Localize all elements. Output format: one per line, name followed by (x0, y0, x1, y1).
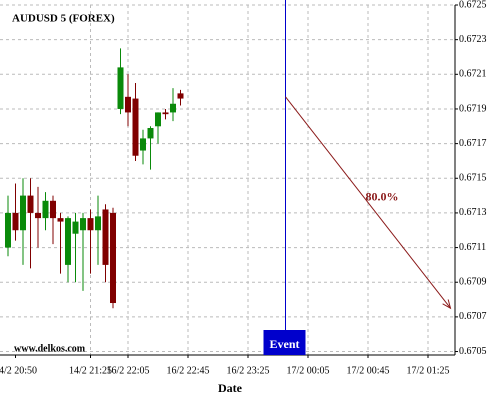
candle-body (87, 218, 94, 231)
x-tick-label: 16/2 23:25 (226, 365, 269, 376)
y-tick-label: 0.6715 (459, 173, 487, 184)
candle-body (162, 112, 169, 115)
candle-body (80, 218, 86, 231)
y-tick-label: 0.6709 (459, 277, 487, 288)
x-tick-label: 17/2 00:05 (286, 365, 329, 376)
forecast-arrow (285, 96, 451, 309)
x-tick-label: 16/2 22:45 (166, 365, 209, 376)
candle-body (12, 212, 19, 231)
y-tick-label: 0.6725 (459, 0, 487, 10)
event-box (263, 330, 306, 355)
candle-body (177, 93, 184, 99)
candle-body (147, 128, 154, 139)
y-tick-label: 0.6707 (459, 311, 487, 322)
y-tick-label: 0.6713 (459, 207, 487, 218)
watermark: www.delkos.com (14, 343, 86, 354)
candle-body (155, 112, 161, 127)
candle-body (170, 103, 176, 113)
candle-body (95, 216, 101, 231)
candle-body (65, 218, 71, 265)
y-tick-label: 0.6719 (459, 103, 487, 114)
arrow-head (442, 299, 452, 310)
y-tick-label: 0.6705 (459, 346, 487, 357)
candle-body (102, 209, 109, 265)
candle-body (140, 138, 146, 151)
candle-body (42, 200, 49, 219)
candle-body (57, 218, 64, 222)
x-tick-label: 14/2 21:25 (69, 365, 112, 376)
x-axis-label: Date (218, 381, 243, 395)
candle-body (27, 195, 34, 213)
candle-body (117, 67, 124, 109)
candle-body (110, 212, 116, 304)
y-tick-label: 0.6721 (459, 69, 487, 80)
x-tick-label: 17/2 00:45 (346, 365, 389, 376)
candle-body (50, 200, 56, 219)
arrow-label: 80.0% (366, 189, 399, 203)
candle-body (35, 212, 41, 219)
y-tick-label: 0.6711 (459, 242, 486, 253)
x-tick-label: 16/2 22:05 (106, 365, 149, 376)
candle-body (72, 221, 79, 234)
candle-body (20, 195, 26, 231)
y-tick-label: 0.6723 (459, 34, 487, 45)
candle-body (132, 98, 139, 156)
candle-body (125, 96, 131, 113)
x-tick-label: 14/2 20:50 (0, 365, 37, 376)
candle-body (5, 212, 11, 248)
event-label: Event (270, 337, 300, 351)
y-tick-label: 0.6717 (459, 138, 487, 149)
x-tick-label: 17/2 01:25 (406, 365, 449, 376)
chart-title: AUDUSD 5 (FOREX) (12, 13, 115, 25)
